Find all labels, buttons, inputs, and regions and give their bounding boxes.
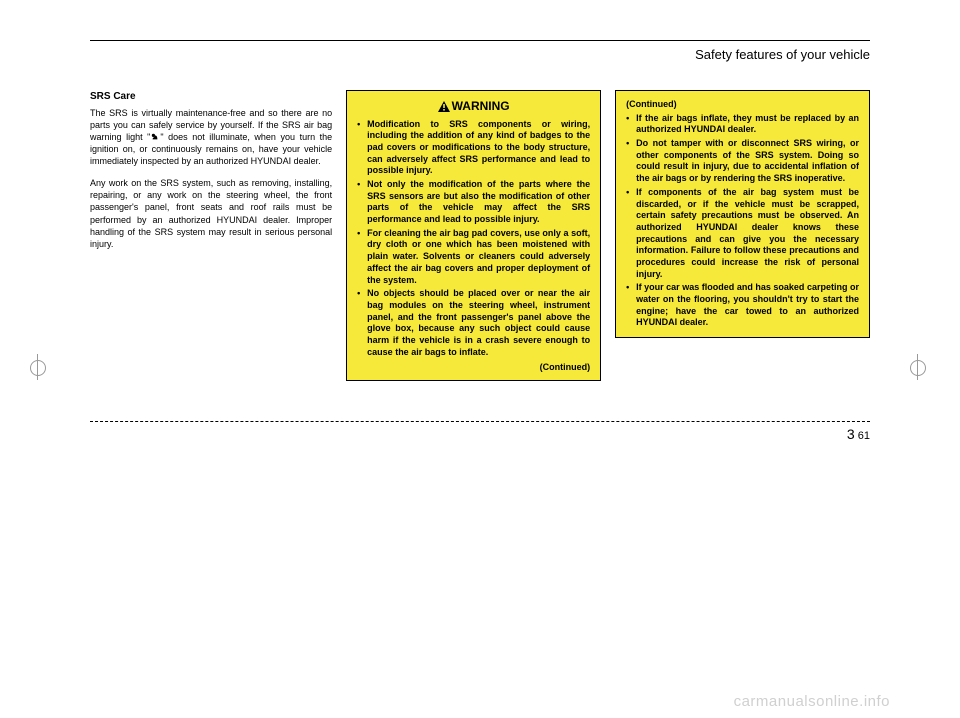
crop-mark-left <box>30 360 50 380</box>
continued-bullet: If components of the air bag system must… <box>626 187 859 281</box>
paragraph-2: Any work on the SRS system, such as remo… <box>90 177 332 250</box>
continued-box: (Continued) If the air bags inflate, the… <box>615 90 870 338</box>
chapter-title: Safety features of your vehicle <box>90 47 870 62</box>
columns: SRS Care The SRS is virtually maintenanc… <box>90 90 870 381</box>
warning-box: WARNING Modification to SRS components o… <box>346 90 601 381</box>
header-rule <box>90 40 870 41</box>
page-number-value: 61 <box>858 430 870 442</box>
page-number: 3 61 <box>847 426 870 442</box>
crop-mark-right <box>910 360 930 380</box>
warning-bullet: Not only the modification of the parts w… <box>357 179 590 226</box>
warning-bullet: Modification to SRS components or wiring… <box>357 119 590 177</box>
section-number: 3 <box>847 426 855 442</box>
continued-bullet: If the air bags inflate, they must be re… <box>626 113 859 136</box>
warning-bullet: No objects should be placed over or near… <box>357 288 590 358</box>
right-column: (Continued) If the air bags inflate, the… <box>615 90 870 381</box>
footer: 3 61 <box>90 421 870 442</box>
continued-bullets: If the air bags inflate, they must be re… <box>626 113 859 329</box>
warning-bullet: For cleaning the air bag pad covers, use… <box>357 228 590 286</box>
airbag-icon <box>150 133 160 141</box>
warning-title-text: WARNING <box>452 99 510 113</box>
paragraph-1: The SRS is virtually maintenance-free an… <box>90 107 332 168</box>
continued-label: (Continued) <box>357 362 590 374</box>
page-content: Safety features of your vehicle SRS Care… <box>90 40 870 381</box>
watermark: carmanualsonline.info <box>734 693 890 710</box>
continued-bullet: Do not tamper with or disconnect SRS wir… <box>626 138 859 185</box>
warning-icon <box>438 101 450 112</box>
left-column: SRS Care The SRS is virtually maintenanc… <box>90 90 332 381</box>
warning-title: WARNING <box>357 99 590 115</box>
continued-bullet: If your car was flooded and has soaked c… <box>626 282 859 329</box>
middle-column: WARNING Modification to SRS components o… <box>346 90 601 381</box>
continued-top-label: (Continued) <box>626 99 859 111</box>
section-heading: SRS Care <box>90 90 332 104</box>
warning-bullets: Modification to SRS components or wiring… <box>357 119 590 359</box>
